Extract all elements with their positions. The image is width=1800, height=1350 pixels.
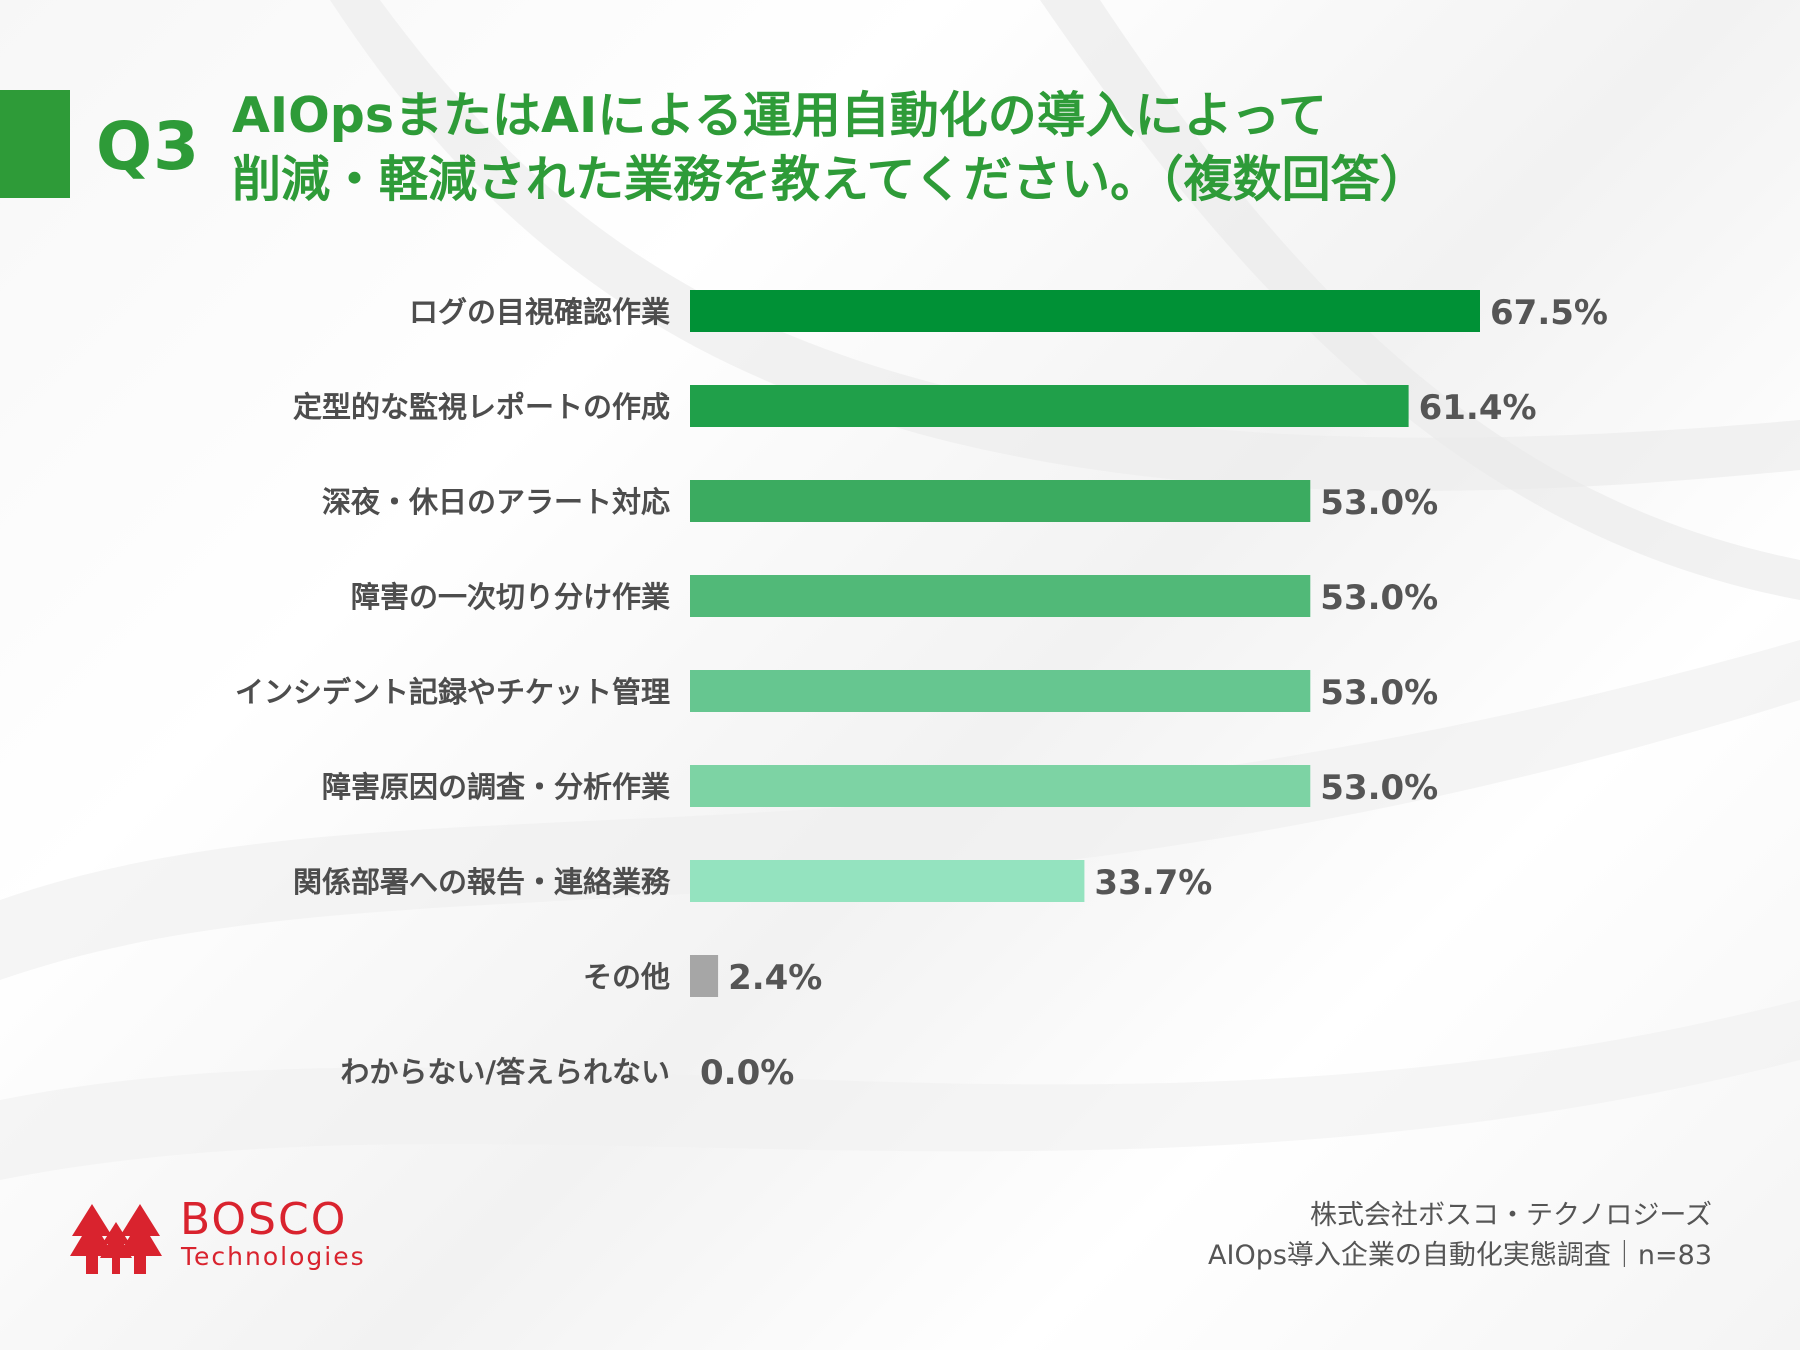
question-title-line-1: AIOpsまたはAIによる運用自動化の導入によって bbox=[232, 87, 1327, 144]
value-label: 67.5% bbox=[1490, 293, 1608, 333]
bar bbox=[690, 575, 1311, 617]
category-label: 障害原因の調査・分析作業 bbox=[322, 770, 670, 804]
value-label: 53.0% bbox=[1320, 768, 1438, 808]
bar bbox=[690, 955, 719, 997]
question-title-line-2: 削減・軽減された業務を教えてください。（複数回答） bbox=[232, 151, 1429, 208]
bar bbox=[690, 385, 1409, 427]
category-label: 障害の一次切り分け作業 bbox=[351, 580, 670, 614]
logo-name: BOSCO bbox=[180, 1194, 348, 1245]
value-label: 53.0% bbox=[1320, 578, 1438, 618]
bar bbox=[690, 290, 1480, 332]
question-number: Q3 bbox=[96, 108, 201, 185]
bar bbox=[690, 670, 1311, 712]
footer-source: 株式会社ボスコ・テクノロジーズ AIOps導入企業の自動化実態調査｜n=83 bbox=[1208, 1196, 1712, 1276]
question-title: AIOpsまたはAIによる運用自動化の導入によって 削減・軽減された業務を教えて… bbox=[232, 84, 1429, 212]
bosco-logo: BOSCO Technologies bbox=[68, 1198, 378, 1278]
value-label: 0.0% bbox=[700, 1053, 794, 1093]
category-label: インシデント記録やチケット管理 bbox=[235, 675, 670, 709]
category-label: 定型的な監視レポートの作成 bbox=[293, 390, 670, 424]
value-label: 53.0% bbox=[1320, 483, 1438, 523]
category-label: その他 bbox=[583, 960, 670, 994]
footer-survey: AIOps導入企業の自動化実態調査｜n=83 bbox=[1208, 1240, 1712, 1271]
value-label: 53.0% bbox=[1320, 673, 1438, 713]
category-label: わからない/答えられない bbox=[340, 1055, 670, 1089]
bar bbox=[690, 765, 1311, 807]
bar bbox=[690, 860, 1085, 902]
value-label: 2.4% bbox=[728, 958, 822, 998]
category-label: 深夜・休日のアラート対応 bbox=[322, 485, 670, 519]
value-label: 33.7% bbox=[1094, 863, 1212, 903]
bar bbox=[690, 480, 1311, 522]
logo-subtitle: Technologies bbox=[181, 1242, 366, 1271]
category-label: ログの目視確認作業 bbox=[409, 295, 670, 329]
question-accent-bar bbox=[0, 90, 70, 198]
value-label: 61.4% bbox=[1419, 388, 1537, 428]
footer-company: 株式会社ボスコ・テクノロジーズ bbox=[1309, 1200, 1712, 1231]
bosco-logo-mark-icon bbox=[70, 1204, 162, 1274]
category-label: 関係部署への報告・連絡業務 bbox=[293, 865, 671, 899]
